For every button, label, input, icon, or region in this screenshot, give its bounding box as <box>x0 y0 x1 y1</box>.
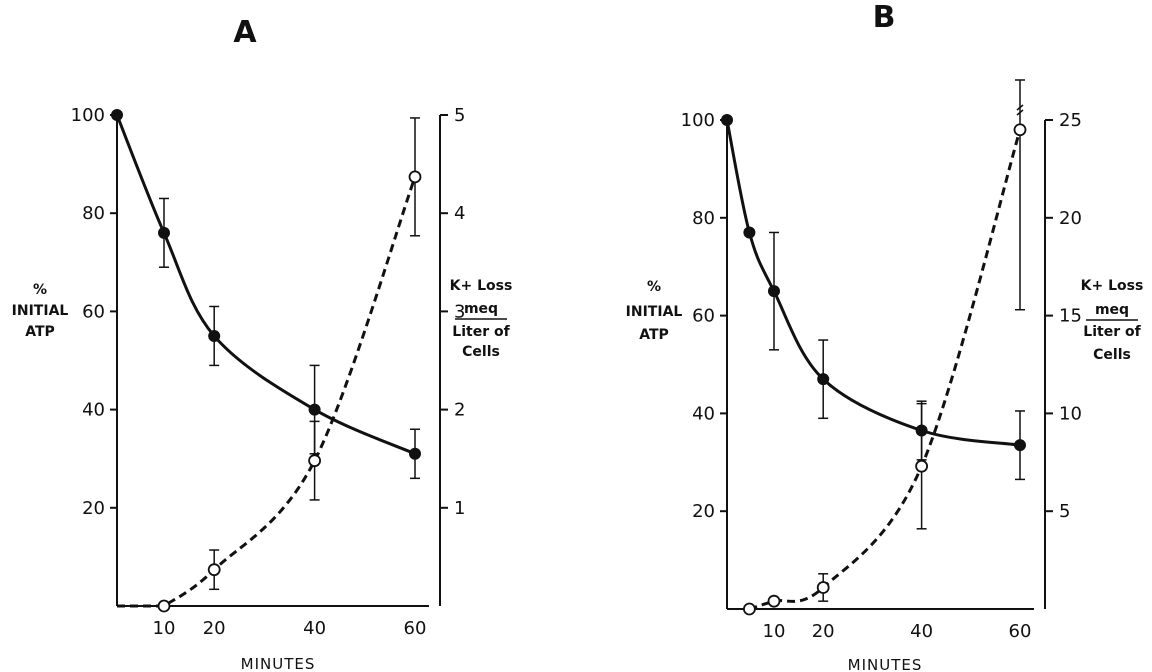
x-tick-label: 20 <box>203 618 226 639</box>
right-tick-label: 1 <box>454 498 465 519</box>
left-tick-label: 60 <box>82 301 105 322</box>
right-tick-label: 2 <box>454 400 465 421</box>
left-tick-label: 40 <box>82 400 105 421</box>
atp-point <box>768 285 780 298</box>
k-loss-point <box>408 170 422 184</box>
k-loss-point <box>157 599 171 613</box>
right-axis-title-line: meq <box>464 301 498 317</box>
atp-point <box>409 447 421 460</box>
atp-point <box>158 226 170 239</box>
atp-point <box>308 403 321 416</box>
left-axis-title-line: INITIAL <box>12 303 69 319</box>
x-axis-title: MINUTES <box>848 656 923 672</box>
left-axis-title-line: ATP <box>25 324 55 340</box>
left-axis-title-line: % <box>647 279 661 295</box>
x-axis-title: MINUTES <box>241 655 316 672</box>
atp-point <box>1014 439 1026 452</box>
atp-point <box>817 373 830 386</box>
left-axis-title-line: % <box>33 282 47 298</box>
x-tick-label: 60 <box>1009 621 1032 642</box>
left-tick-label: 100 <box>681 110 715 131</box>
left-tick-label: 80 <box>82 203 105 224</box>
right-axis-title-line: K+ Loss <box>450 278 513 294</box>
k-loss-point <box>1013 123 1027 137</box>
atp-point <box>208 329 221 342</box>
k-loss-point <box>767 594 781 608</box>
panel-letter: A <box>233 15 257 50</box>
atp-point <box>111 109 123 121</box>
panel-letter: B <box>873 0 896 35</box>
atp-point <box>743 226 756 239</box>
left-tick-label: 80 <box>692 208 715 229</box>
axis-break-mark <box>1016 104 1024 116</box>
x-tick-label: 10 <box>153 618 176 639</box>
k-loss-curve <box>117 176 417 608</box>
left-axis-title-line: INITIAL <box>626 304 683 320</box>
atp-curve <box>115 114 416 456</box>
right-tick-label: 5 <box>454 105 465 126</box>
right-tick-label: 3 <box>454 301 465 322</box>
right-axis-title-line: Liter of <box>1083 324 1141 340</box>
right-tick-label: 25 <box>1059 110 1082 131</box>
left-tick-label: 100 <box>71 105 105 126</box>
right-tick-label: 4 <box>454 203 465 224</box>
right-axis-title-line: meq <box>1095 302 1129 318</box>
left-tick-label: 60 <box>692 306 715 327</box>
left-tick-label: 20 <box>82 498 105 519</box>
atp-point <box>721 114 733 126</box>
right-axis-title-line: K+ Loss <box>1081 278 1144 294</box>
right-axis-title-line: Liter of <box>452 324 510 340</box>
k-loss-point <box>743 602 756 616</box>
x-tick-label: 40 <box>910 621 933 642</box>
x-tick-label: 40 <box>303 618 326 639</box>
right-tick-label: 10 <box>1059 403 1082 424</box>
atp-curve <box>725 119 1021 447</box>
right-tick-label: 15 <box>1059 306 1082 327</box>
k-loss-point <box>308 454 322 468</box>
left-axis-title-line: ATP <box>639 327 669 343</box>
right-tick-label: 5 <box>1059 501 1070 522</box>
left-tick-label: 20 <box>692 501 715 522</box>
x-tick-label: 10 <box>763 621 786 642</box>
k-loss-point <box>816 581 830 594</box>
right-axis-title-line: Cells <box>1093 347 1131 363</box>
left-tick-label: 40 <box>692 403 715 424</box>
right-axis-title-line: Cells <box>462 344 500 360</box>
k-loss-point <box>915 459 928 473</box>
k-loss-curve <box>748 129 1022 611</box>
panel-b: B 20 40 60 80 100 5 10 15 20 25 10 20 40 60 MINUTES% INI… <box>626 0 1144 672</box>
k-loss-point <box>207 563 221 577</box>
x-tick-label: 60 <box>404 618 427 639</box>
panel-a: A 20 40 60 80 100 1 2 3 4 5 10 20 40 60 MINUTES% INITIAL… <box>12 15 513 672</box>
x-tick-label: 20 <box>812 621 835 642</box>
right-tick-label: 20 <box>1059 208 1082 229</box>
